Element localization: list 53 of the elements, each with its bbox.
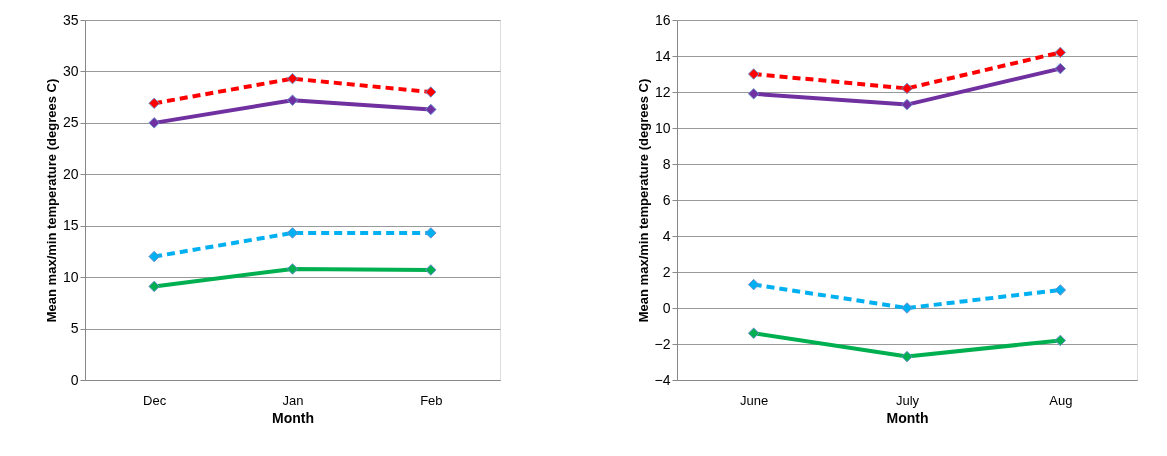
point bbox=[148, 280, 160, 293]
y-tick-label: 20 bbox=[62, 165, 79, 182]
point bbox=[148, 97, 160, 110]
point bbox=[901, 302, 913, 314]
point bbox=[425, 264, 437, 276]
point bbox=[901, 82, 913, 95]
y-tick-label: −4 bbox=[654, 371, 671, 388]
x-tick-label: Feb bbox=[420, 392, 443, 408]
x-axis-title: Month bbox=[272, 409, 314, 426]
point bbox=[747, 327, 760, 339]
point bbox=[286, 72, 299, 85]
y-axis-title: Mean max/min temperature (degrees C) bbox=[43, 78, 59, 323]
y-tick-label: 15 bbox=[62, 217, 79, 234]
y-tick-label: 10 bbox=[62, 268, 79, 285]
point bbox=[1054, 62, 1067, 75]
point bbox=[425, 103, 437, 116]
x-tick-label: Dec bbox=[143, 392, 167, 408]
point bbox=[425, 227, 437, 239]
point bbox=[286, 263, 299, 275]
y-tick-label: −2 bbox=[654, 335, 671, 352]
x-tick-label: Jan bbox=[282, 392, 304, 408]
y-tick-label: 2 bbox=[662, 263, 671, 280]
x-tick-label: June bbox=[740, 392, 769, 408]
y-tick-label: 5 bbox=[70, 320, 79, 337]
point bbox=[901, 350, 913, 363]
y-tick-label: 14 bbox=[654, 47, 671, 64]
y-tick-label: 4 bbox=[662, 227, 671, 244]
point bbox=[148, 117, 160, 129]
point bbox=[747, 68, 760, 80]
y-tick-label: 30 bbox=[62, 62, 79, 79]
y-axis-title: Mean max/min temperature (degrees C) bbox=[635, 78, 651, 323]
point bbox=[286, 227, 299, 239]
x-tick-label: July bbox=[895, 392, 920, 408]
y-tick-label: 8 bbox=[662, 155, 671, 172]
point bbox=[1054, 334, 1067, 347]
y-tick-label: 35 bbox=[62, 11, 79, 28]
y-tick-label: 16 bbox=[654, 11, 671, 28]
y-tick-label: 10 bbox=[654, 119, 671, 136]
y-tick-label: 25 bbox=[62, 114, 79, 131]
y-tick-label: 0 bbox=[662, 299, 671, 316]
y-tick-label: 12 bbox=[654, 83, 671, 100]
point bbox=[747, 278, 760, 291]
point bbox=[1054, 46, 1067, 59]
point bbox=[286, 94, 299, 106]
point bbox=[148, 250, 160, 263]
point bbox=[1054, 284, 1067, 296]
point bbox=[425, 86, 437, 98]
x-axis-title: Month bbox=[886, 409, 929, 426]
point bbox=[901, 98, 913, 111]
point bbox=[747, 88, 760, 100]
y-tick-label: 0 bbox=[70, 371, 79, 388]
x-tick-label: Aug bbox=[1049, 392, 1073, 408]
y-tick-label: 6 bbox=[662, 191, 671, 208]
